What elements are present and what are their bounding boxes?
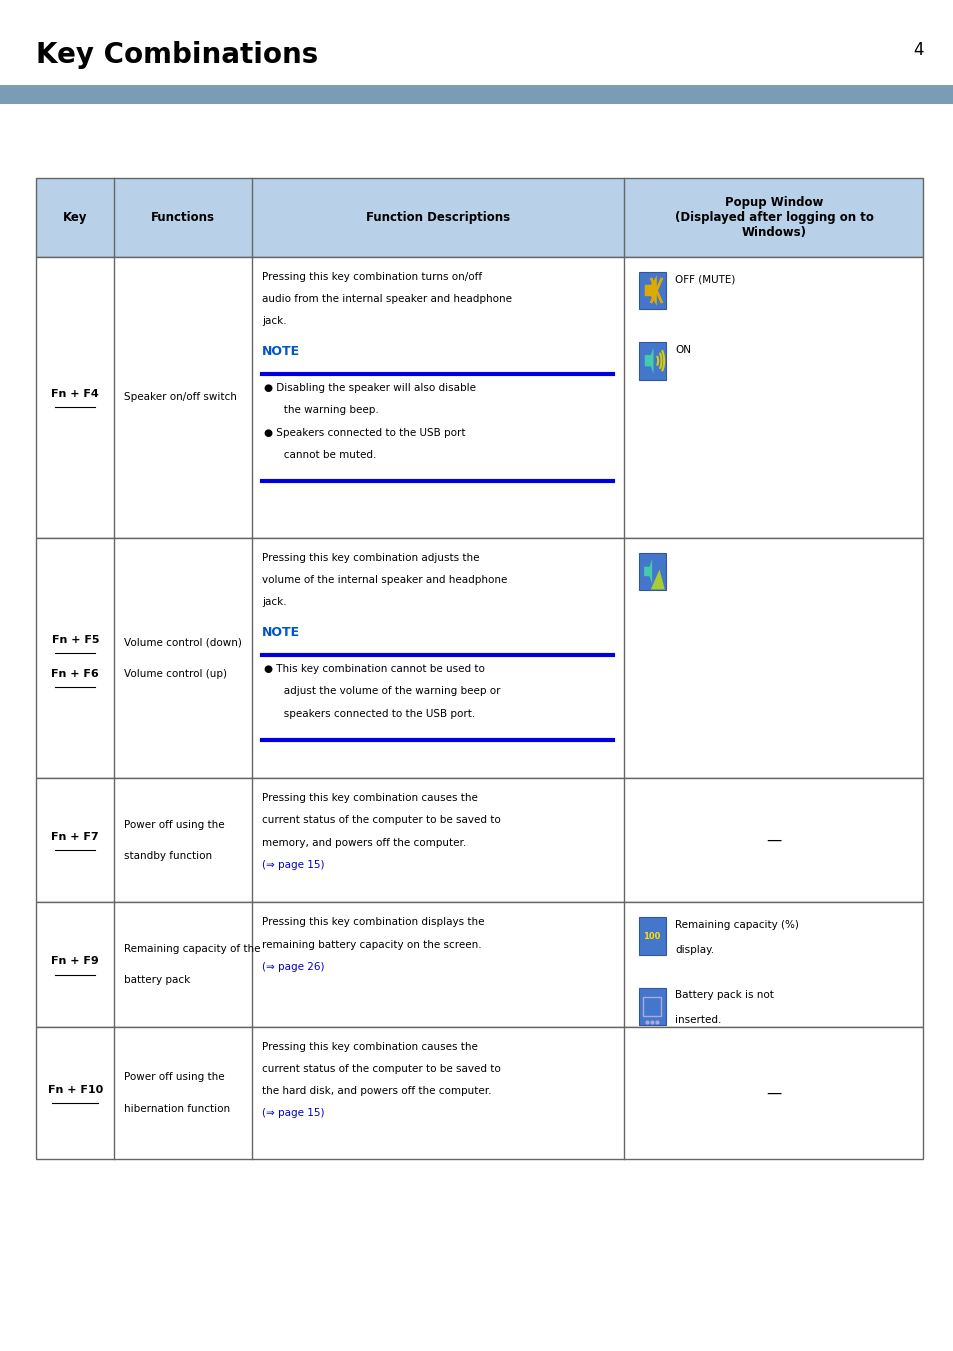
Polygon shape bbox=[644, 347, 653, 374]
Text: current status of the computer to be saved to: current status of the computer to be sav… bbox=[262, 816, 500, 825]
Text: battery pack: battery pack bbox=[124, 975, 190, 985]
Text: Fn + F10: Fn + F10 bbox=[48, 1085, 103, 1094]
Polygon shape bbox=[644, 276, 656, 305]
Bar bbox=[36, 257, 923, 538]
Text: 4: 4 bbox=[912, 41, 923, 58]
Text: speakers connected to the USB port.: speakers connected to the USB port. bbox=[274, 708, 475, 719]
Text: Pressing this key combination displays the: Pressing this key combination displays t… bbox=[262, 917, 484, 927]
Text: NOTE: NOTE bbox=[262, 626, 300, 639]
Bar bbox=[0, 85, 953, 104]
Bar bbox=[36, 778, 923, 902]
Bar bbox=[36, 538, 923, 778]
Text: NOTE: NOTE bbox=[262, 345, 300, 358]
Text: volume of the internal speaker and headphone: volume of the internal speaker and headp… bbox=[262, 576, 507, 585]
Text: ● Disabling the speaker will also disable: ● Disabling the speaker will also disabl… bbox=[264, 384, 476, 393]
Text: ● Speakers connected to the USB port: ● Speakers connected to the USB port bbox=[264, 427, 465, 438]
Bar bbox=[639, 988, 665, 1025]
Text: the warning beep.: the warning beep. bbox=[274, 405, 378, 415]
Text: Volume control (down): Volume control (down) bbox=[124, 638, 241, 647]
Text: standby function: standby function bbox=[124, 851, 212, 861]
Text: current status of the computer to be saved to: current status of the computer to be sav… bbox=[262, 1065, 500, 1074]
Text: —: — bbox=[765, 1085, 781, 1101]
Text: inserted.: inserted. bbox=[675, 1015, 720, 1025]
Text: Fn + F6: Fn + F6 bbox=[51, 669, 99, 678]
Text: Speaker on/off switch: Speaker on/off switch bbox=[124, 392, 236, 403]
Text: (⇒ page 15): (⇒ page 15) bbox=[262, 1108, 325, 1119]
Bar bbox=[639, 553, 665, 590]
Text: (⇒ page 15): (⇒ page 15) bbox=[262, 861, 325, 870]
Text: Battery pack is not: Battery pack is not bbox=[675, 990, 773, 1000]
Text: Pressing this key combination turns on/off: Pressing this key combination turns on/o… bbox=[262, 272, 482, 281]
Text: the hard disk, and powers off the computer.: the hard disk, and powers off the comput… bbox=[262, 1086, 492, 1096]
Text: Functions: Functions bbox=[151, 211, 214, 224]
Text: ● This key combination cannot be used to: ● This key combination cannot be used to bbox=[264, 663, 485, 674]
Text: Fn + F9: Fn + F9 bbox=[51, 957, 99, 966]
Text: Fn + F7: Fn + F7 bbox=[51, 832, 99, 842]
Text: audio from the internal speaker and headphone: audio from the internal speaker and head… bbox=[262, 295, 512, 304]
Text: OFF (MUTE): OFF (MUTE) bbox=[675, 274, 735, 284]
Text: display.: display. bbox=[675, 944, 714, 955]
Bar bbox=[36, 178, 923, 257]
Bar bbox=[36, 1027, 923, 1159]
Bar bbox=[642, 997, 660, 1016]
Bar bbox=[639, 917, 665, 955]
Text: adjust the volume of the warning beep or: adjust the volume of the warning beep or bbox=[274, 686, 499, 696]
Text: hibernation function: hibernation function bbox=[124, 1104, 230, 1113]
Text: cannot be muted.: cannot be muted. bbox=[274, 450, 375, 459]
Text: (⇒ page 26): (⇒ page 26) bbox=[262, 962, 325, 971]
Bar bbox=[639, 272, 665, 309]
Text: Function Descriptions: Function Descriptions bbox=[366, 211, 510, 224]
Text: ON: ON bbox=[675, 345, 690, 354]
Text: Pressing this key combination causes the: Pressing this key combination causes the bbox=[262, 793, 477, 802]
Text: Key: Key bbox=[63, 211, 88, 224]
Text: jack.: jack. bbox=[262, 316, 287, 326]
Text: —: — bbox=[765, 832, 781, 848]
Text: Remaining capacity of the: Remaining capacity of the bbox=[124, 944, 260, 954]
Text: Power off using the: Power off using the bbox=[124, 820, 224, 830]
Bar bbox=[36, 902, 923, 1027]
Text: jack.: jack. bbox=[262, 597, 287, 607]
Text: Fn + F4: Fn + F4 bbox=[51, 389, 99, 399]
Text: Key Combinations: Key Combinations bbox=[36, 41, 318, 69]
Polygon shape bbox=[650, 570, 664, 589]
Text: Remaining capacity (%): Remaining capacity (%) bbox=[675, 920, 798, 929]
Text: Fn + F5: Fn + F5 bbox=[51, 635, 99, 646]
Text: remaining battery capacity on the screen.: remaining battery capacity on the screen… bbox=[262, 940, 481, 950]
Text: Pressing this key combination causes the: Pressing this key combination causes the bbox=[262, 1042, 477, 1051]
Text: Popup Window
(Displayed after logging on to
Windows): Popup Window (Displayed after logging on… bbox=[674, 196, 873, 239]
Text: Pressing this key combination adjusts the: Pressing this key combination adjusts th… bbox=[262, 553, 479, 562]
Text: memory, and powers off the computer.: memory, and powers off the computer. bbox=[262, 838, 466, 847]
Text: Power off using the: Power off using the bbox=[124, 1073, 224, 1082]
Text: 100: 100 bbox=[642, 932, 660, 940]
Bar bbox=[639, 342, 665, 380]
Polygon shape bbox=[643, 559, 652, 584]
Text: Volume control (up): Volume control (up) bbox=[124, 669, 227, 678]
